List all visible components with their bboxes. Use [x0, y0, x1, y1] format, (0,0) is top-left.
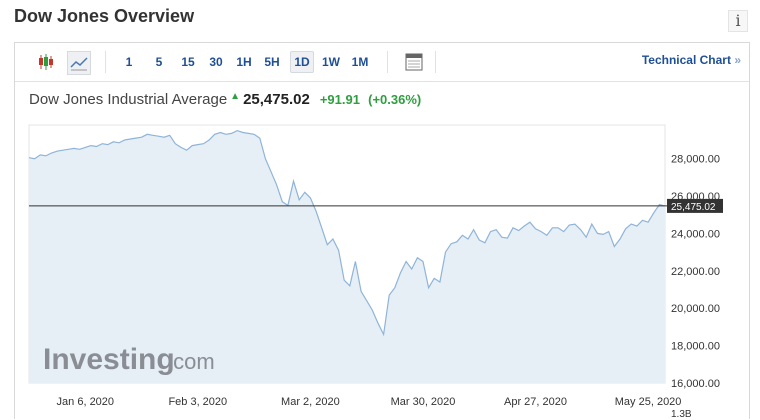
y-tick-label: 22,000.00 [671, 266, 720, 278]
current-price-label: 25,475.02 [671, 202, 716, 213]
x-tick-label: Jan 6, 2020 [57, 396, 115, 408]
x-tick-label: Apr 27, 2020 [504, 396, 567, 408]
volume-label: 1.3B [671, 409, 692, 420]
y-tick-label: 18,000.00 [671, 341, 720, 353]
interval-1h-button[interactable]: 1H [236, 55, 252, 69]
page-title: Dow Jones Overview [14, 6, 195, 26]
toolbar-separator [435, 51, 436, 73]
interval-5-button[interactable]: 5 [155, 55, 163, 69]
y-tick-label: 20,000.00 [671, 303, 720, 315]
y-tick-label: 28,000.00 [671, 154, 720, 166]
calendar-icon[interactable] [403, 51, 425, 73]
interval-5h-button[interactable]: 5H [264, 55, 280, 69]
chart-panel: 1 5 15 30 1H 5H 1D 1W 1M Technical Chart… [14, 42, 750, 420]
index-name: Dow Jones Industrial Average [29, 91, 228, 108]
index-change-percent: (+0.36%) [368, 92, 422, 107]
index-price: 25,475.02 [243, 91, 310, 108]
interval-1w-button[interactable]: 1W [322, 55, 340, 69]
technical-chart-link[interactable]: Technical Chart » [642, 53, 741, 67]
info-icon[interactable]: i [728, 10, 748, 32]
quote-line: Dow Jones Industrial Average ▲ 25,475.02 +9… [29, 91, 421, 108]
interval-1d-button[interactable]: 1D [290, 51, 314, 73]
price-chart[interactable]: Investing .com 28,000.0026,000.0024,000.… [15, 43, 749, 420]
x-tick-label: Feb 3, 2020 [168, 396, 227, 408]
up-arrow-icon: ▲ [230, 91, 241, 102]
technical-chart-label: Technical Chart [641, 53, 731, 67]
current-price-tag [667, 198, 723, 213]
double-chevron-right-icon: » [734, 53, 741, 67]
interval-30-button[interactable]: 30 [209, 55, 223, 69]
y-tick-label: 24,000.00 [671, 228, 720, 240]
interval-15-button[interactable]: 15 [181, 55, 195, 69]
candlestick-icon[interactable] [35, 51, 57, 73]
interval-1m-button[interactable]: 1M [351, 55, 369, 69]
x-tick-label: May 25, 2020 [615, 396, 682, 408]
investing-watermark: Investing .com [43, 343, 215, 376]
watermark-main: Investing [43, 343, 175, 376]
area-chart-icon[interactable] [67, 51, 91, 75]
toolbar-separator [387, 51, 388, 73]
x-tick-label: Mar 30, 2020 [391, 396, 456, 408]
area-fill [29, 130, 665, 383]
y-tick-label: 16,000.00 [671, 378, 720, 390]
watermark-sub: .com [167, 349, 215, 374]
chart-toolbar: 1 5 15 30 1H 5H 1D 1W 1M Technical Chart… [15, 43, 749, 82]
series-line [28, 129, 666, 337]
interval-1-button[interactable]: 1 [125, 55, 133, 69]
index-change: +91.91 [319, 92, 360, 107]
x-tick-label: Mar 2, 2020 [281, 396, 340, 408]
toolbar-separator [105, 51, 106, 73]
